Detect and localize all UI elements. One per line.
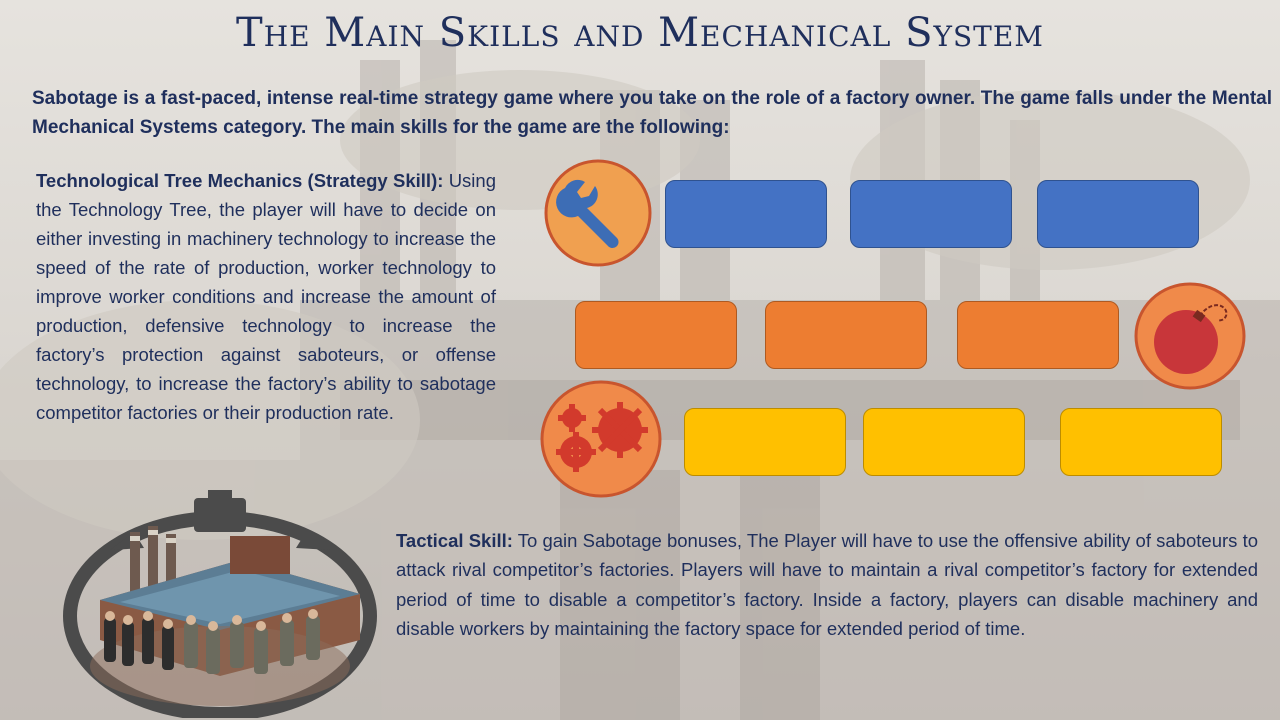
- tech-tree-paragraph: Technological Tree Mechanics (Strategy S…: [36, 166, 496, 427]
- gears-icon: [540, 380, 662, 498]
- tech-tree-heading: Technological Tree Mechanics (Strategy S…: [36, 170, 444, 191]
- tech-box-orange-1: [575, 301, 737, 369]
- tech-box-yellow-2: [863, 408, 1025, 476]
- tactical-skill-heading: Tactical Skill:: [396, 530, 513, 551]
- tech-box-orange-3: [957, 301, 1119, 369]
- tech-box-yellow-3: [1060, 408, 1222, 476]
- bomb-icon: [1134, 282, 1246, 390]
- tech-box-blue-1: [665, 180, 827, 248]
- intro-paragraph: Sabotage is a fast-paced, intense real-t…: [32, 88, 1272, 138]
- tech-box-blue-2: [850, 180, 1012, 248]
- wrench-icon: [544, 159, 652, 267]
- tactical-skill-paragraph: Tactical Skill: To gain Sabotage bonuses…: [396, 526, 1258, 643]
- tech-box-orange-2: [765, 301, 927, 369]
- slide-title: The Main Skills and Mechanical System: [236, 10, 1044, 56]
- tech-box-blue-3: [1037, 180, 1199, 248]
- tech-tree-body: Using the Technology Tree, the player wi…: [36, 170, 496, 423]
- tactical-skill-body: To gain Sabotage bonuses, The Player wil…: [396, 530, 1258, 639]
- tech-box-yellow-1: [684, 408, 846, 476]
- factory-illustration: [63, 490, 377, 718]
